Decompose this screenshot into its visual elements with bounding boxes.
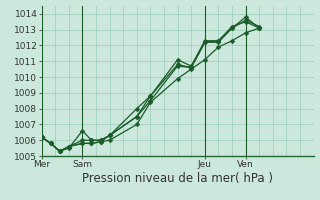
X-axis label: Pression niveau de la mer( hPa ): Pression niveau de la mer( hPa ) xyxy=(82,172,273,185)
